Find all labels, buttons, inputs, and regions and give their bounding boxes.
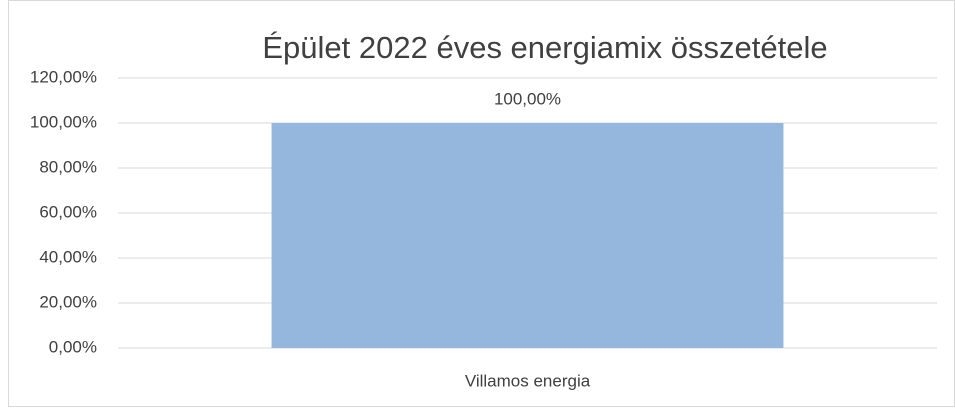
bar	[271, 123, 784, 348]
data-label: 100,00%	[494, 89, 561, 108]
y-tick-label: 0,00%	[49, 337, 97, 356]
chart-title: Épület 2022 éves energiamix összetétele	[262, 30, 827, 65]
y-tick-label: 20,00%	[39, 292, 97, 311]
y-tick-label: 120,00%	[30, 67, 97, 86]
y-tick-label: 100,00%	[30, 112, 97, 131]
x-tick-label: Villamos energia	[465, 371, 591, 390]
y-tick-label: 60,00%	[39, 202, 97, 221]
y-tick-label: 40,00%	[39, 247, 97, 266]
y-tick-label: 80,00%	[39, 157, 97, 176]
